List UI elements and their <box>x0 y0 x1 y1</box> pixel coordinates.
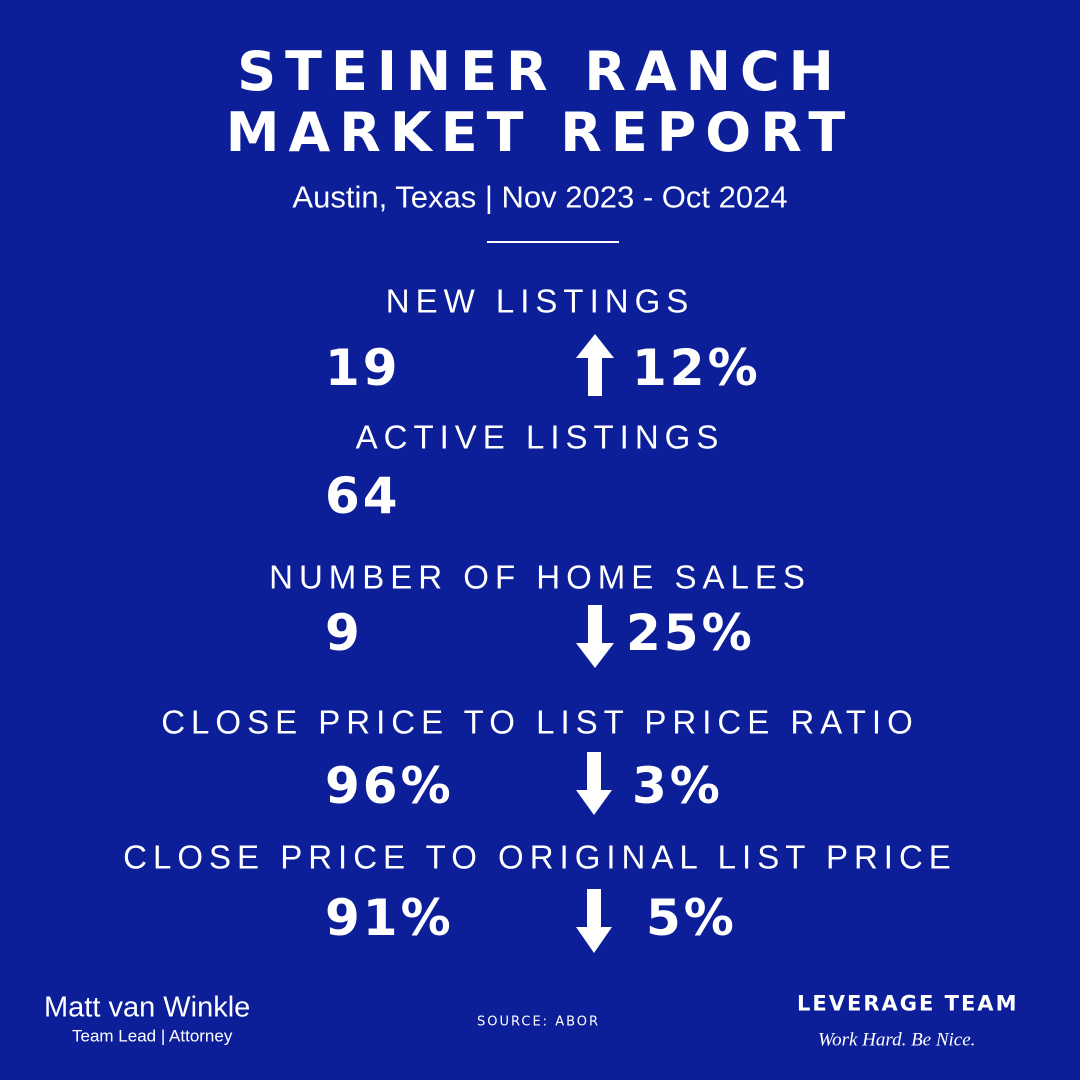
title-line: MARKET REPORT <box>225 101 855 164</box>
metric-label: NUMBER OF HOME SALES <box>269 558 811 596</box>
metric-change: 12% <box>632 339 761 397</box>
arrow-down <box>576 889 612 953</box>
metric-change: 3% <box>632 757 723 815</box>
metric-label: ACTIVE LISTINGS <box>355 418 725 456</box>
metric-label: CLOSE PRICE TO LIST PRICE RATIO <box>161 703 919 741</box>
arrow-down <box>576 605 614 668</box>
source: SOURCE: ABOR <box>477 1014 601 1030</box>
subtitle: Austin, Texas | Nov 2023 - Oct 2024 <box>292 179 788 215</box>
arrow-down <box>576 752 612 815</box>
metric-label: CLOSE PRICE TO ORIGINAL LIST PRICE <box>123 838 957 876</box>
title-line: STEINER RANCH <box>237 40 843 103</box>
divider <box>487 241 619 243</box>
metric-value: 91% <box>325 889 454 947</box>
agent-name: Matt van Winkle <box>44 991 251 1024</box>
arrow-up <box>576 334 614 396</box>
metric-label: NEW LISTINGS <box>385 282 695 320</box>
metric-value: 64 <box>325 467 401 525</box>
metric-value: 19 <box>325 339 401 397</box>
metric-value: 96% <box>325 757 454 815</box>
metric-change: 25% <box>626 604 755 662</box>
tagline: Work Hard. Be Nice. <box>818 1029 976 1051</box>
metric-change: 5% <box>646 889 737 947</box>
agent-role: Team Lead | Attorney <box>72 1026 233 1046</box>
brand: LEVERAGE TEAM <box>797 991 1019 1016</box>
metric-value: 9 <box>325 604 363 662</box>
